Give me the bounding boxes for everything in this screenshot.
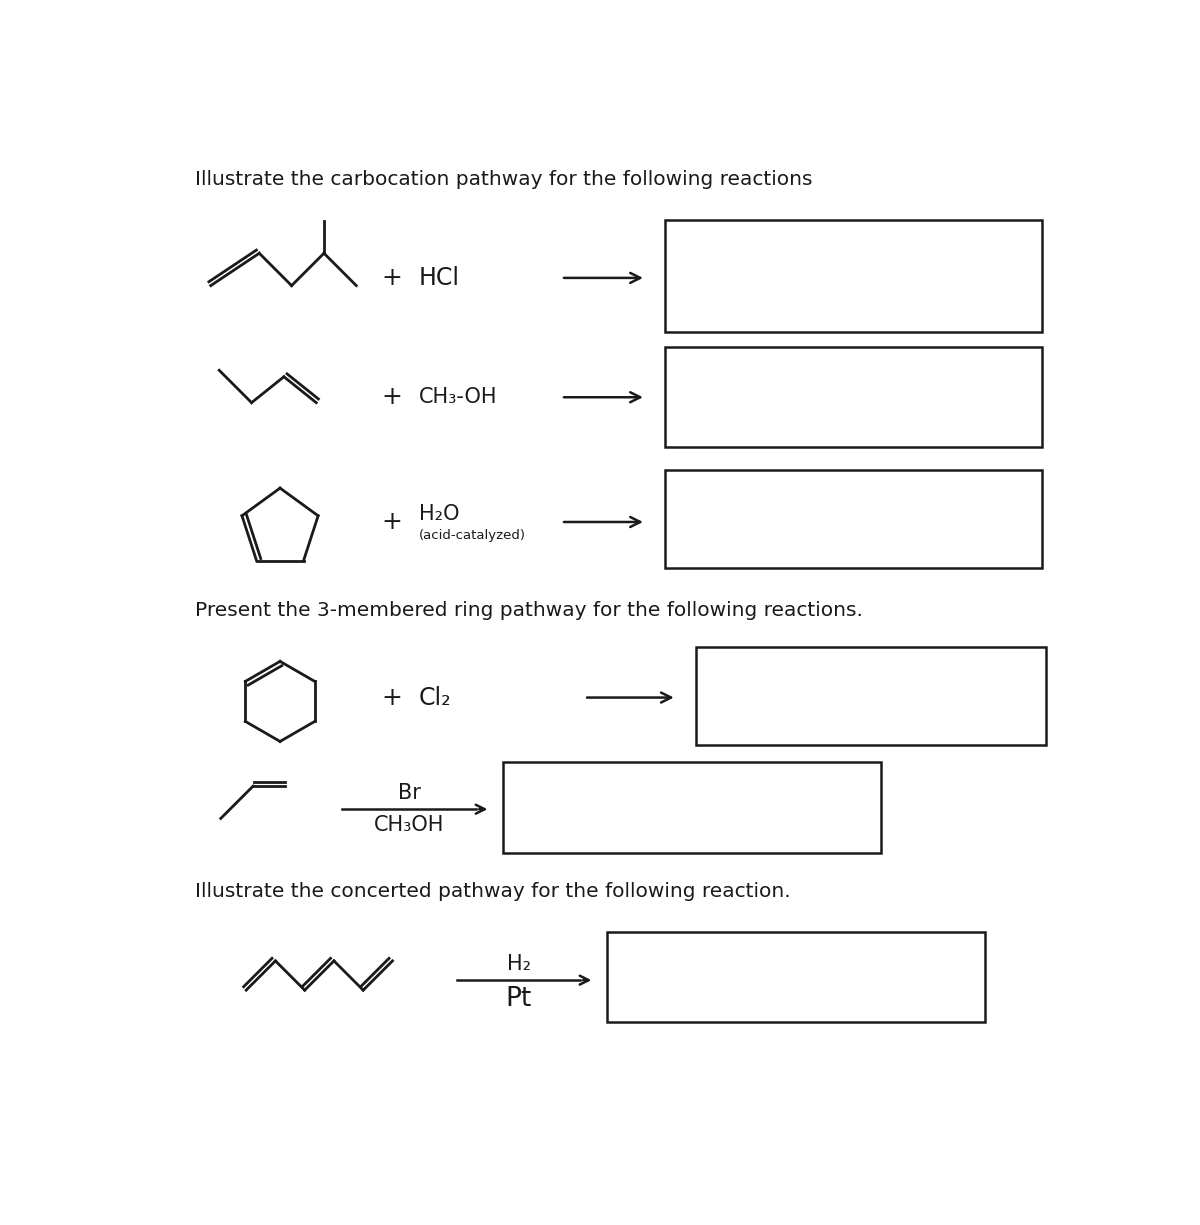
Bar [665, 347, 1043, 447]
Text: +: + [382, 686, 402, 709]
Text: Present the 3-membered ring pathway for the following reactions.: Present the 3-membered ring pathway for … [196, 601, 863, 620]
Bar [665, 469, 1043, 568]
Text: CH₃-OH: CH₃-OH [419, 387, 497, 407]
Text: H₂O: H₂O [419, 505, 460, 524]
Text: +: + [382, 510, 402, 534]
Text: CH₃OH: CH₃OH [374, 816, 444, 835]
Bar [607, 932, 984, 1023]
Text: +: + [382, 385, 402, 409]
Bar [503, 762, 881, 853]
Bar [665, 220, 1043, 332]
Text: (acid-catalyzed): (acid-catalyzed) [419, 529, 526, 543]
Text: H₂: H₂ [506, 954, 530, 974]
Text: +: + [382, 266, 402, 290]
Text: Illustrate the carbocation pathway for the following reactions: Illustrate the carbocation pathway for t… [196, 170, 812, 189]
Bar [696, 647, 1046, 745]
Text: Cl₂: Cl₂ [419, 686, 451, 709]
Text: Pt: Pt [505, 986, 532, 1012]
Text: Illustrate the concerted pathway for the following reaction.: Illustrate the concerted pathway for the… [196, 882, 791, 902]
Text: HCl: HCl [419, 266, 460, 290]
Text: Br: Br [397, 783, 420, 804]
